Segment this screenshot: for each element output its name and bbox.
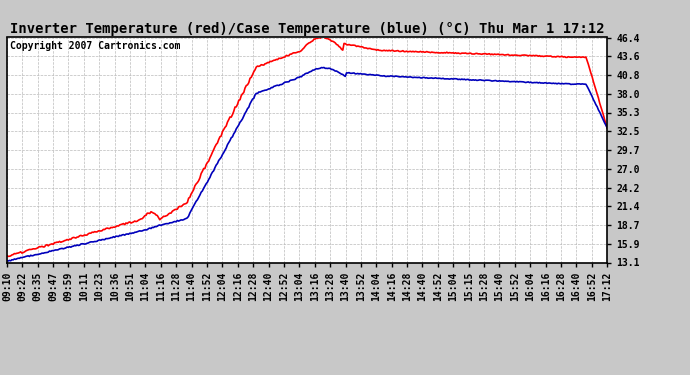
- Text: Copyright 2007 Cartronics.com: Copyright 2007 Cartronics.com: [10, 41, 180, 51]
- Title: Inverter Temperature (red)/Case Temperature (blue) (°C) Thu Mar 1 17:12: Inverter Temperature (red)/Case Temperat…: [10, 22, 604, 36]
